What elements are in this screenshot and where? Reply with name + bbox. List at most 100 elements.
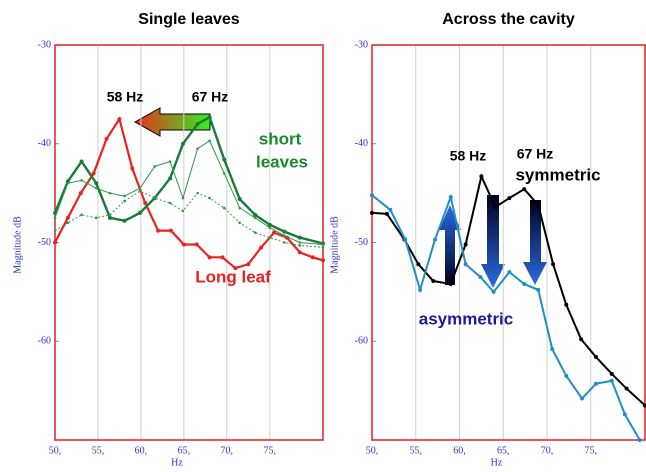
point	[181, 209, 185, 213]
point	[196, 147, 199, 150]
point	[207, 255, 212, 260]
point	[478, 275, 483, 280]
x-tick-label: 50,	[49, 445, 62, 456]
point	[491, 289, 496, 294]
point	[107, 215, 112, 220]
point	[522, 281, 527, 286]
point	[298, 241, 302, 244]
point	[259, 245, 264, 250]
point	[479, 174, 484, 179]
point	[181, 242, 186, 247]
point	[253, 212, 258, 217]
point	[463, 242, 468, 247]
point	[536, 287, 541, 292]
point	[253, 216, 257, 220]
x-tick-label: 70,	[541, 445, 554, 456]
point	[463, 262, 468, 267]
point	[168, 228, 173, 233]
point	[153, 165, 156, 168]
line	[371, 173, 646, 407]
point	[283, 234, 286, 237]
x-axis-label: Hz	[491, 457, 503, 468]
point	[233, 266, 238, 271]
point	[297, 235, 302, 240]
point	[222, 206, 226, 210]
point	[238, 221, 241, 225]
point	[104, 136, 109, 141]
point	[550, 347, 555, 352]
point	[321, 258, 325, 263]
point	[268, 236, 272, 239]
annotation: asymmetric	[419, 309, 514, 328]
point	[66, 181, 70, 185]
point	[156, 228, 161, 233]
point	[267, 222, 272, 227]
point	[143, 201, 148, 205]
point	[208, 139, 211, 143]
point	[108, 213, 112, 217]
x-tick-label: 75,	[585, 445, 598, 456]
y-tick-label: -60	[38, 336, 51, 347]
point	[297, 250, 302, 255]
point	[79, 159, 84, 164]
point	[551, 262, 556, 267]
point	[536, 202, 541, 207]
point	[108, 191, 112, 195]
point	[448, 281, 453, 286]
y-tick-label: -30	[355, 39, 368, 50]
point	[53, 229, 57, 232]
point	[580, 396, 584, 401]
point	[168, 201, 172, 205]
point	[416, 262, 421, 267]
y-axis-label: Magnitude dB	[12, 216, 23, 274]
point	[246, 262, 251, 267]
x-tick-label: 70,	[221, 445, 234, 456]
point	[180, 141, 185, 146]
point	[448, 195, 453, 200]
point	[609, 378, 614, 383]
point	[418, 287, 423, 292]
x-tick-label: 60,	[135, 445, 148, 456]
point	[579, 337, 584, 342]
point	[80, 178, 83, 182]
point	[268, 226, 272, 229]
x-tick-label: 50,	[366, 445, 379, 456]
point	[431, 279, 436, 284]
point	[310, 255, 315, 260]
point	[194, 242, 199, 247]
point	[53, 240, 57, 245]
point	[168, 176, 173, 181]
x-axis-label: Hz	[171, 457, 183, 468]
point	[78, 191, 83, 196]
point	[594, 355, 598, 360]
point	[493, 204, 498, 209]
point	[53, 216, 57, 220]
point	[321, 246, 325, 249]
annotation: short	[259, 129, 302, 148]
point	[507, 196, 512, 201]
point	[272, 230, 277, 235]
annotation: leaves	[256, 152, 308, 171]
point	[122, 218, 127, 223]
point	[253, 231, 257, 234]
y-tick-label: -50	[38, 237, 51, 248]
up-arrow	[439, 205, 461, 285]
y-axis-label: Magnitude dB	[329, 216, 340, 274]
annotation: 67 Hz	[192, 89, 229, 105]
point	[207, 115, 212, 120]
point	[622, 412, 627, 417]
down-arrow	[481, 195, 505, 288]
y-tick-label: -40	[38, 138, 51, 149]
point	[138, 210, 143, 215]
point	[195, 122, 200, 126]
point	[564, 373, 569, 378]
point	[507, 270, 512, 275]
point	[65, 215, 70, 220]
point	[208, 196, 211, 200]
point	[594, 381, 598, 386]
point	[609, 371, 614, 376]
point	[153, 196, 156, 200]
down-arrow	[523, 200, 547, 285]
point	[123, 194, 126, 198]
